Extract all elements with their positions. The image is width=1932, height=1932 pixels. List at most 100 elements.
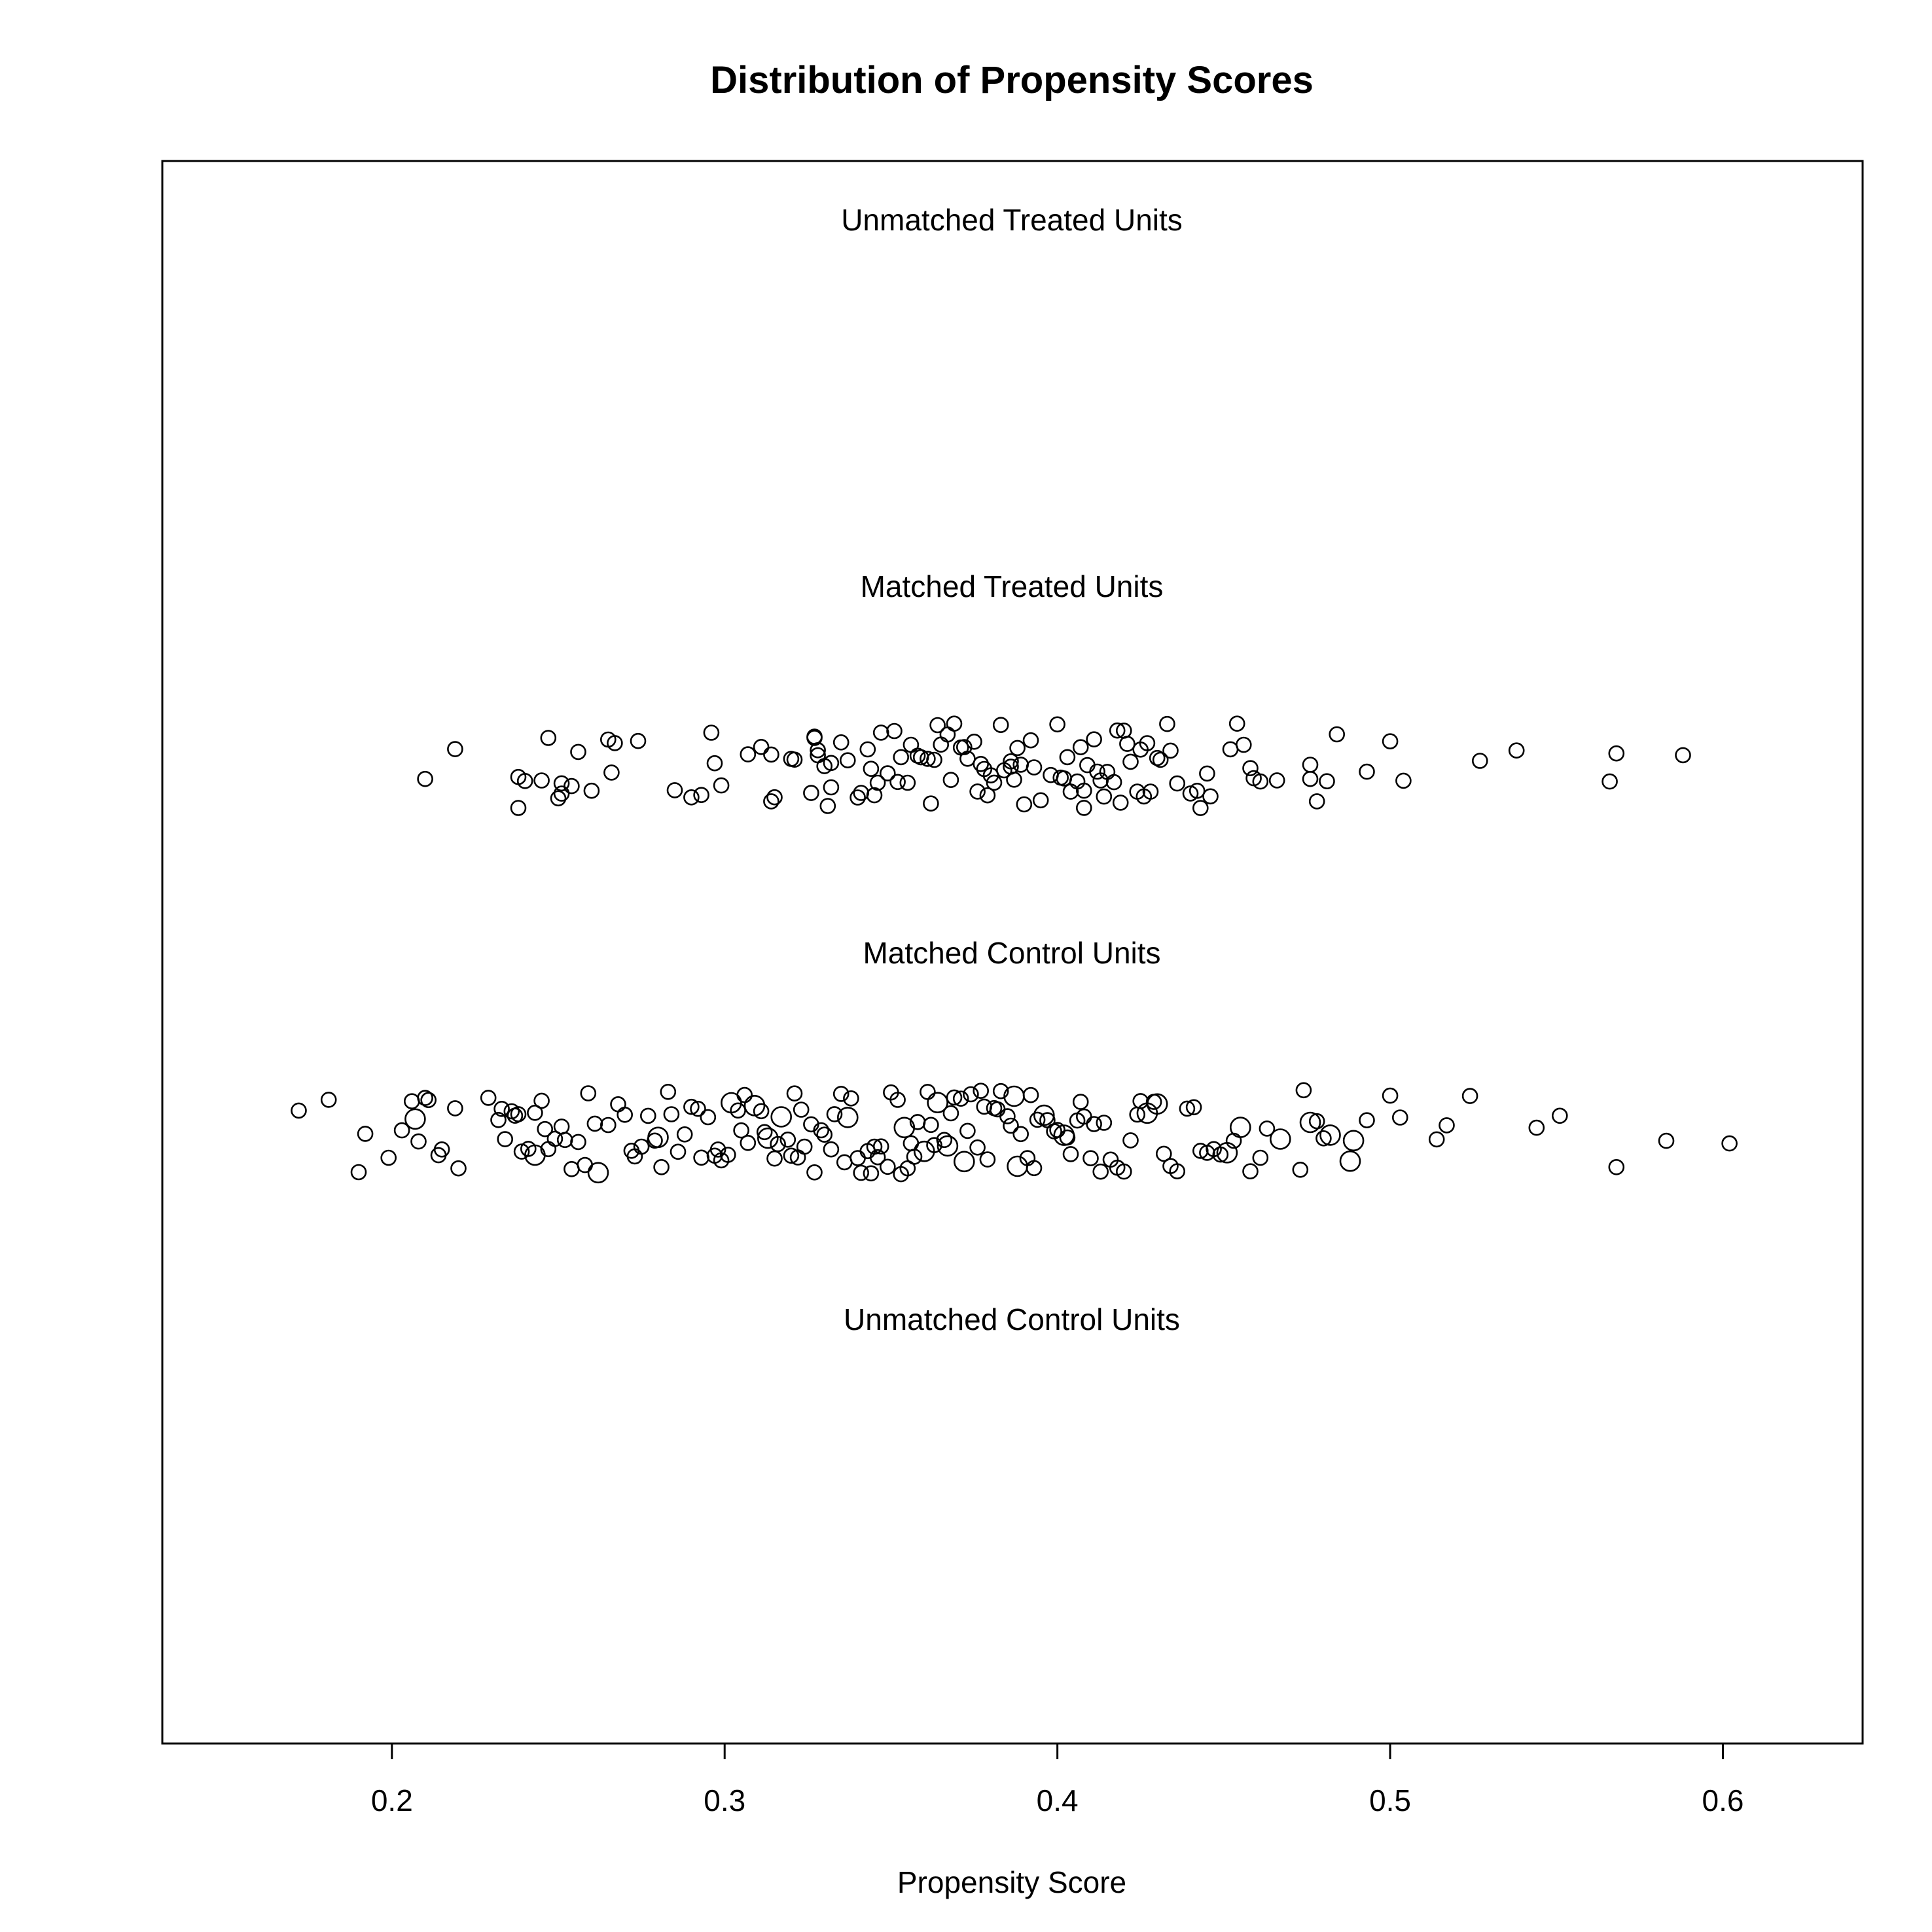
point-group2-51 (676, 1126, 693, 1143)
point-group1-47 (872, 724, 889, 741)
point-group2-106 (923, 1117, 939, 1134)
point-group1-106 (1122, 753, 1139, 770)
point-group2-81 (816, 1126, 832, 1143)
point-group2-7 (404, 1108, 426, 1130)
point-group1-97 (1089, 763, 1105, 780)
point-group2-143 (1082, 1150, 1099, 1166)
point-group2-69 (766, 1150, 783, 1167)
point-group2-66 (753, 1103, 770, 1120)
point-group2-170 (1259, 1120, 1276, 1137)
point-group1-40 (840, 752, 856, 768)
point-group1-22 (713, 777, 730, 794)
x-axis-label: Propensity Score (897, 1865, 1126, 1899)
point-group2-86 (837, 1107, 859, 1128)
point-group2-15 (480, 1090, 497, 1106)
point-group1-138 (1508, 742, 1525, 759)
point-group2-117 (969, 1139, 986, 1156)
point-group2-55 (700, 1109, 717, 1126)
point-group2-84 (832, 1086, 850, 1102)
point-group2-18 (497, 1131, 514, 1147)
point-group1-105 (1119, 736, 1136, 752)
point-group2-187 (1552, 1107, 1568, 1124)
point-group2-27 (537, 1120, 554, 1137)
point-group1-73 (986, 774, 1003, 791)
point-group1-71 (979, 787, 996, 804)
point-group2-182 (1392, 1109, 1408, 1126)
point-group2-34 (577, 1156, 594, 1173)
point-group2-114 (954, 1151, 975, 1173)
group-labels: Unmatched Treated Units Matched Treated U… (841, 203, 1183, 1336)
point-group2-128 (1012, 1126, 1029, 1143)
chart-title: Distribution of Propensity Scores (710, 59, 1314, 101)
point-group2-109 (936, 1132, 953, 1149)
point-group2-53 (690, 1100, 706, 1117)
point-group1-127 (1252, 773, 1269, 790)
point-group2-104 (914, 1140, 935, 1162)
point-group1-84 (1032, 792, 1049, 809)
point-group2-6 (403, 1093, 420, 1109)
point-group1-44 (863, 760, 880, 777)
x-tick-label-1: 0.3 (704, 1783, 745, 1817)
point-group1-86 (1049, 716, 1065, 733)
point-group2-8 (410, 1133, 427, 1150)
point-group1-82 (1022, 732, 1039, 749)
point-group1-5 (533, 772, 550, 789)
point-group2-132 (1029, 1111, 1046, 1128)
point-group2-36 (586, 1115, 603, 1132)
point-group2-155 (1146, 1093, 1168, 1115)
point-group1-110 (1139, 735, 1156, 751)
point-group2-82 (823, 1141, 840, 1158)
point-group2-30 (553, 1118, 570, 1135)
point-group2-46 (647, 1126, 669, 1149)
point-group1-112 (1149, 749, 1166, 766)
point-group2-161 (1192, 1143, 1209, 1159)
point-group2-63 (736, 1086, 753, 1103)
point-group2-120 (979, 1151, 996, 1168)
point-group2-133 (1033, 1104, 1055, 1126)
point-group2-144 (1086, 1116, 1102, 1132)
point-group2-33 (570, 1134, 586, 1151)
point-group1-11 (570, 743, 586, 760)
point-group2-167 (1230, 1117, 1251, 1138)
group-label-1: Matched Treated Units (861, 569, 1164, 603)
x-tick-label-4: 0.6 (1702, 1783, 1744, 1817)
point-group2-149 (1116, 1163, 1132, 1180)
point-group1-30 (803, 785, 819, 801)
point-group2-70 (770, 1136, 786, 1153)
point-group2-45 (647, 1132, 663, 1149)
point-group1-39 (832, 734, 850, 751)
point-group2-29 (546, 1130, 564, 1147)
point-group2-156 (1156, 1145, 1172, 1162)
point-group1-41 (850, 789, 866, 806)
point-group2-74 (786, 1085, 803, 1101)
point-group1-51 (893, 749, 909, 766)
point-group2-24 (527, 1105, 543, 1121)
point-group1-3 (510, 800, 527, 816)
point-group2-10 (420, 1092, 437, 1109)
point-group2-13 (447, 1100, 463, 1117)
point-group1-99 (1096, 788, 1113, 805)
point-group1-83 (1026, 759, 1043, 776)
point-group2-145 (1092, 1163, 1109, 1180)
point-group1-37 (823, 755, 840, 772)
point-group1-21 (706, 755, 723, 772)
point-group1-38 (823, 779, 840, 796)
point-group2-189 (1658, 1132, 1675, 1149)
point-group1-111 (1142, 783, 1159, 800)
point-group2-32 (564, 1161, 580, 1177)
point-group1-76 (1003, 753, 1019, 770)
point-group2-168 (1242, 1163, 1259, 1179)
point-group1-32 (806, 728, 823, 745)
point-group2-112 (946, 1089, 963, 1106)
point-group2-17 (493, 1101, 510, 1117)
point-group1-24 (753, 739, 770, 755)
point-group1-19 (693, 787, 709, 803)
point-group2-110 (937, 1135, 959, 1157)
point-group1-139 (1601, 773, 1618, 790)
point-group2-31 (556, 1132, 573, 1149)
point-group1-20 (703, 724, 720, 741)
point-group2-85 (836, 1154, 853, 1171)
point-group1-9 (553, 785, 570, 802)
point-group2-116 (963, 1086, 979, 1103)
